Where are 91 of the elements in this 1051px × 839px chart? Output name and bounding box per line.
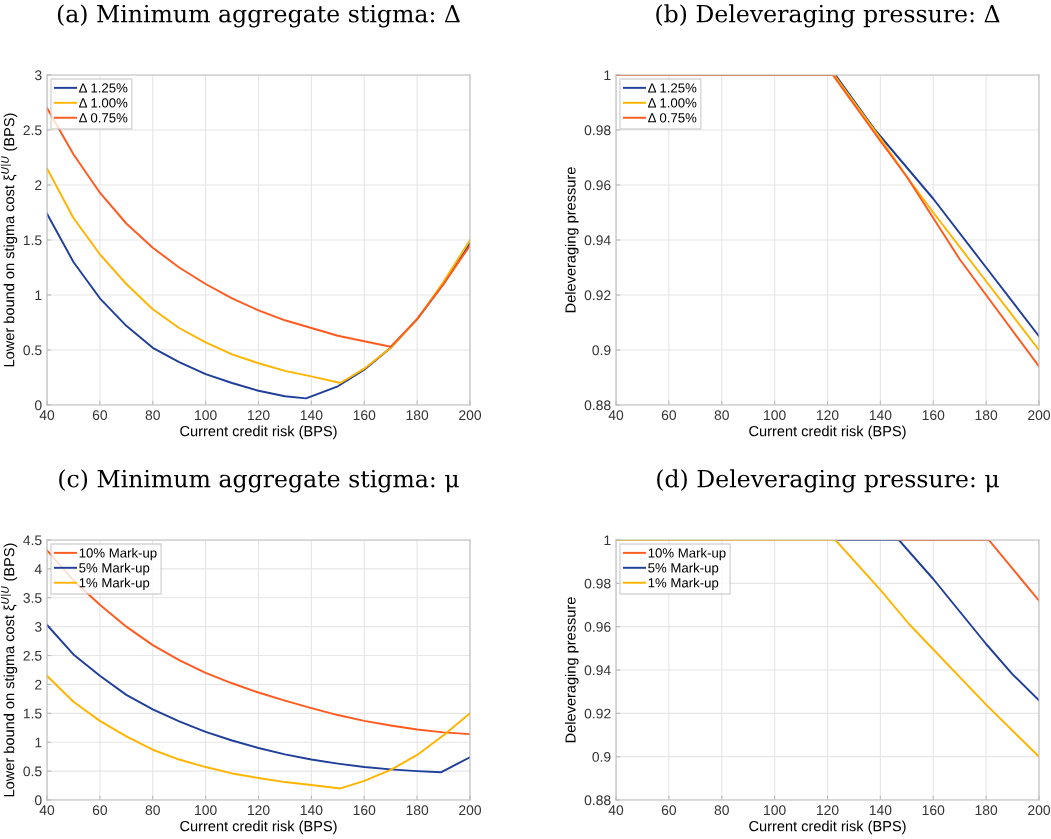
- y-tick-label: 0.88: [584, 795, 611, 806]
- x-tick-label: 40: [39, 410, 55, 421]
- x-tick-label: 200: [459, 410, 482, 421]
- x-axis-title: Current credit risk (BPS): [180, 820, 337, 835]
- y-tick-label: 0.98: [584, 125, 611, 136]
- x-tick-label: 60: [92, 410, 108, 421]
- x-tick-label: 60: [661, 410, 677, 421]
- y-tick-label: 0.88: [584, 400, 611, 411]
- x-axis-title: Current credit risk (BPS): [749, 820, 906, 835]
- y-tick-label: 0.98: [584, 578, 611, 589]
- legend-label: Δ 1.25%: [79, 83, 128, 93]
- x-tick-label: 40: [608, 805, 624, 816]
- x-tick-label: 160: [922, 805, 945, 816]
- x-tick-label: 80: [145, 410, 160, 421]
- y-tick-label: 0.96: [584, 180, 611, 191]
- x-tick-label: 200: [1028, 805, 1051, 816]
- x-tick-label: 180: [406, 805, 429, 816]
- y-tick-label: 1: [604, 535, 611, 546]
- y-tick-label: 0.5: [23, 345, 42, 356]
- legend-label: 5% Mark-up: [79, 562, 150, 576]
- y-tick-label: 3: [34, 622, 42, 632]
- x-tick-label: 140: [300, 805, 323, 816]
- x-tick-label: 160: [922, 410, 945, 421]
- x-tick-label: 120: [247, 805, 270, 816]
- x-tick-label: 160: [353, 805, 376, 816]
- y-axis-title: Lower bound on stigma cost ξ$^{U|U}$ (BPS): [0, 113, 18, 367]
- x-tick-label: 40: [608, 410, 624, 421]
- y-tick-label: 0.96: [584, 622, 611, 632]
- legend-label: Δ 0.75%: [648, 113, 697, 123]
- x-tick-label: 80: [714, 805, 729, 816]
- x-tick-label: 200: [459, 805, 482, 816]
- y-tick-label: 4.5: [23, 535, 42, 546]
- y-tick-label: 3: [34, 70, 42, 81]
- legend-label: 10% Mark-up: [79, 547, 157, 561]
- x-tick-label: 180: [975, 805, 998, 816]
- y-axis-title: Deleveraging pressure: [564, 167, 579, 313]
- y-tick-label: 2.5: [23, 125, 42, 136]
- y-tick-label: 0.92: [584, 708, 611, 719]
- x-tick-label: 100: [195, 805, 217, 816]
- legend-label: 1% Mark-up: [79, 577, 150, 591]
- x-tick-label: 120: [816, 410, 839, 421]
- x-tick-label: 60: [92, 805, 108, 816]
- y-tick-label: 2: [35, 180, 42, 191]
- y-tick-label: 1.5: [23, 235, 42, 246]
- x-tick-label: 140: [869, 805, 892, 816]
- x-tick-label: 100: [195, 410, 217, 421]
- y-tick-label: 0.94: [584, 665, 611, 676]
- legend-label: Δ 1.00%: [648, 98, 697, 108]
- x-axis-title: Current credit risk (BPS): [749, 425, 906, 440]
- x-tick-label: 180: [406, 410, 429, 421]
- y-tick-label: 0.9: [592, 752, 611, 762]
- legend-label: 1% Mark-up: [648, 577, 719, 591]
- y-tick-label: 3.5: [23, 593, 42, 603]
- y-tick-label: 1: [35, 290, 42, 301]
- x-tick-label: 180: [975, 410, 998, 421]
- y-tick-label: 1: [35, 737, 42, 748]
- x-tick-label: 40: [39, 805, 55, 816]
- x-axis-title: Current credit risk (BPS): [180, 425, 337, 440]
- y-tick-label: 0.94: [584, 235, 611, 246]
- chart-title: (b) Deleveraging pressure: Δ: [656, 4, 1000, 28]
- y-tick-label: 4: [34, 564, 42, 574]
- legend-label: Δ 1.00%: [79, 98, 128, 108]
- x-tick-label: 160: [353, 410, 376, 421]
- x-tick-label: 120: [247, 410, 270, 421]
- y-tick-label: 1: [604, 70, 611, 81]
- x-tick-label: 100: [764, 805, 786, 816]
- legend-label: Δ 0.75%: [79, 113, 128, 123]
- chart-title: (d) Deleveraging pressure: μ: [657, 469, 999, 493]
- chart-title: (a) Minimum aggregate stigma: Δ: [57, 4, 460, 28]
- x-tick-label: 100: [764, 410, 786, 421]
- legend-label: 5% Mark-up: [648, 562, 719, 576]
- x-tick-label: 140: [869, 410, 892, 421]
- x-tick-label: 140: [300, 410, 323, 421]
- y-tick-label: 0.92: [584, 290, 611, 301]
- y-tick-label: 0: [34, 400, 42, 411]
- legend-label: 10% Mark-up: [648, 547, 726, 561]
- y-tick-label: 0.5: [23, 766, 42, 777]
- y-axis-title: Deleveraging pressure: [564, 597, 579, 743]
- x-tick-label: 120: [816, 805, 839, 816]
- y-tick-label: 0: [34, 795, 42, 806]
- y-tick-label: 2: [35, 679, 42, 690]
- x-tick-label: 80: [714, 410, 729, 421]
- chart-title: (c) Minimum aggregate stigma: μ: [59, 469, 459, 493]
- y-tick-label: 2.5: [23, 650, 42, 661]
- x-tick-label: 200: [1028, 410, 1051, 421]
- legend-label: Δ 1.25%: [648, 83, 697, 93]
- x-tick-label: 60: [661, 805, 677, 816]
- x-tick-label: 80: [145, 805, 160, 816]
- y-tick-label: 1.5: [23, 708, 42, 719]
- y-tick-label: 0.9: [592, 345, 611, 356]
- y-axis-title: Lower bound on stigma cost ξ$^{U|U}$ (BPS): [0, 543, 18, 797]
